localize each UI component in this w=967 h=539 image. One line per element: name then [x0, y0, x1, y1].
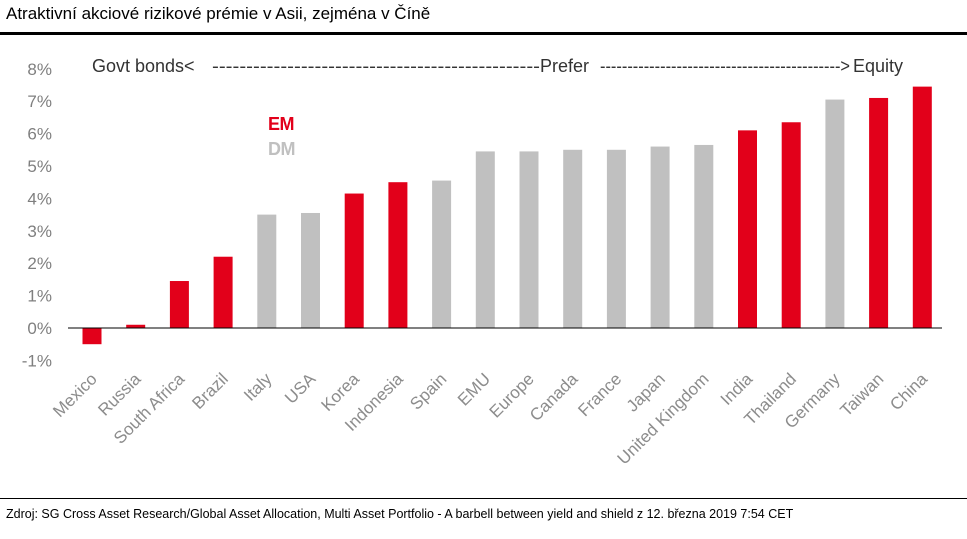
chart-title: Atraktivní akciové rizikové prémie v Asi… — [6, 4, 431, 23]
bar-italy — [257, 214, 277, 328]
bar-thailand — [781, 122, 801, 328]
bar-mexico — [82, 328, 102, 345]
annotation-prefer: Prefer — [540, 56, 589, 76]
bar-south-africa — [169, 281, 189, 328]
y-tick-label: 2% — [27, 254, 52, 273]
x-tick-label: USA — [281, 369, 320, 408]
x-tick-label: Taiwan — [837, 369, 888, 420]
bar-spain — [432, 180, 452, 328]
bar-canada — [563, 149, 583, 328]
bar-brazil — [213, 256, 233, 328]
annotation-govt-bonds: Govt bonds< — [92, 56, 195, 76]
x-tick-label: France — [574, 369, 625, 420]
x-tick-label: India — [717, 369, 757, 409]
y-tick-label: 1% — [27, 287, 52, 306]
bar-united-kingdom — [694, 144, 714, 328]
annotation-dashes-right: ----------------------------------------… — [600, 56, 850, 76]
y-tick-label: 0% — [27, 319, 52, 338]
y-tick-label: 6% — [27, 125, 52, 144]
bar-japan — [650, 146, 670, 328]
bar-france — [606, 149, 626, 328]
y-tick-label: 3% — [27, 222, 52, 241]
bar-taiwan — [869, 97, 889, 329]
x-tick-label: Spain — [406, 369, 450, 413]
annotation-equity: Equity — [853, 56, 903, 76]
bar-china — [912, 86, 932, 329]
y-tick-label: 5% — [27, 157, 52, 176]
bar-europe — [519, 151, 539, 328]
y-tick-label: -1% — [22, 351, 52, 370]
bar-indonesia — [388, 182, 408, 328]
bar-chart: -1% 0% 1% 2% 3% 4% 5% 6% 7% 8% MexicoRussiaSouth … — [22, 56, 942, 468]
x-tick-label: Canada — [526, 369, 582, 425]
bar-russia — [126, 324, 146, 328]
bar-korea — [344, 193, 364, 328]
annotation-dashes-left: ----------------------------------------… — [212, 56, 540, 76]
bar-germany — [825, 99, 845, 328]
x-tick-label: China — [886, 369, 931, 414]
bar-emu — [475, 151, 495, 328]
x-tick-label: Brazil — [188, 369, 231, 412]
x-tick-label: EMU — [454, 369, 494, 409]
y-tick-label: 7% — [27, 92, 52, 111]
legend-dm: DM — [268, 139, 295, 159]
legend-em: EM — [268, 114, 294, 134]
source-note: Zdroj: SG Cross Asset Research/Global As… — [6, 507, 794, 521]
footer-rule — [0, 498, 967, 499]
bar-usa — [301, 212, 320, 328]
title-rule — [0, 32, 967, 35]
y-tick-label: 4% — [27, 189, 52, 208]
x-tick-label: Mexico — [49, 369, 101, 421]
bar-india — [738, 130, 757, 328]
x-tick-label: Italy — [240, 369, 276, 405]
y-tick-label: 8% — [27, 60, 52, 79]
bars — [82, 86, 932, 345]
y-axis-ticks: -1% 0% 1% 2% 3% 4% 5% 6% 7% 8% — [22, 60, 52, 371]
